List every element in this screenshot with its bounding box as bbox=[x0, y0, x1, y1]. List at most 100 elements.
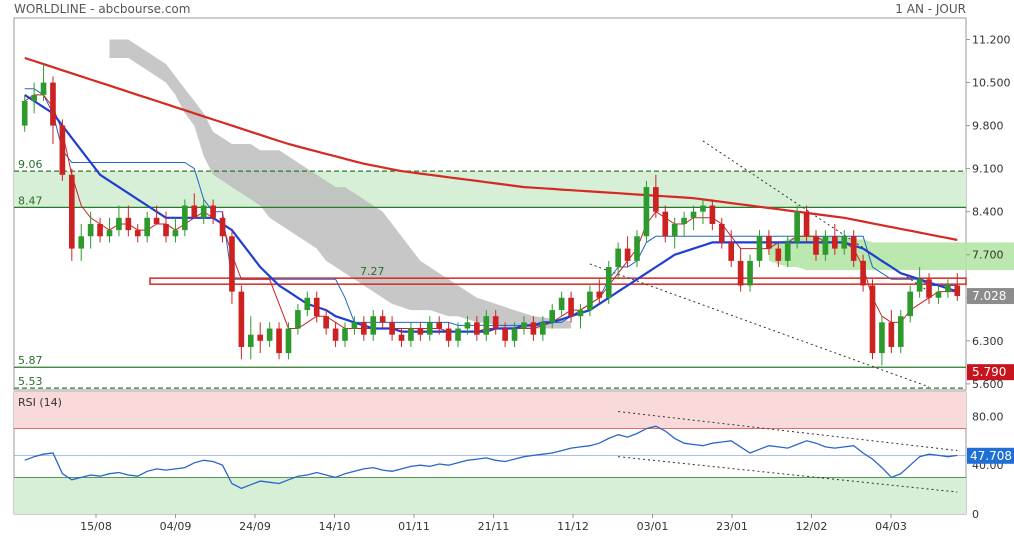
rsi-last-badge bbox=[967, 447, 1014, 464]
date-tick-label: 01/11 bbox=[398, 520, 430, 533]
candle-body bbox=[483, 316, 490, 335]
candle-body bbox=[238, 291, 245, 347]
candle-body bbox=[756, 236, 763, 261]
candle-body bbox=[596, 291, 603, 298]
candle-body bbox=[398, 334, 405, 341]
candle-body bbox=[50, 82, 56, 126]
candle-body bbox=[879, 322, 885, 354]
candle-body bbox=[502, 328, 508, 341]
candle-body bbox=[587, 291, 593, 311]
level-label-2: 7.27 bbox=[360, 265, 385, 278]
candle-body bbox=[436, 322, 443, 329]
candle-body bbox=[455, 328, 461, 341]
date-tick-label: 12/02 bbox=[796, 520, 828, 533]
candle-body bbox=[860, 260, 866, 286]
candle-body bbox=[408, 328, 414, 341]
candle-body bbox=[869, 285, 876, 354]
candle-body bbox=[361, 322, 367, 335]
rsi-oversold-zone bbox=[14, 477, 966, 514]
candle-body bbox=[737, 260, 744, 286]
candle-body bbox=[784, 242, 791, 261]
resistance-zone bbox=[14, 171, 966, 208]
price-tick-label: 11.200 bbox=[972, 34, 1011, 47]
price-tick-label: 10.500 bbox=[972, 77, 1011, 90]
candle-body bbox=[417, 328, 424, 335]
candle-body bbox=[351, 322, 358, 329]
date-tick-label: 14/10 bbox=[319, 520, 351, 533]
marker-price-badge bbox=[967, 364, 1014, 381]
chart-period: 1 AN - JOUR bbox=[895, 2, 966, 16]
candle-body bbox=[850, 236, 857, 261]
candle-body bbox=[577, 310, 584, 317]
candle-body bbox=[229, 236, 235, 292]
date-tick-label: 04/03 bbox=[875, 520, 907, 533]
candle-body bbox=[728, 242, 735, 261]
candle-body bbox=[954, 285, 961, 297]
candle-body bbox=[813, 236, 819, 255]
chart-source-title: WORLDLINE - abcbourse.com bbox=[14, 2, 191, 16]
candle-body bbox=[709, 205, 716, 224]
candle-body bbox=[266, 328, 273, 341]
rsi-trend-line-1 bbox=[618, 456, 958, 493]
candle-body bbox=[210, 205, 216, 218]
candle-body bbox=[116, 217, 122, 231]
candle-body bbox=[747, 260, 753, 286]
candle-body bbox=[125, 217, 132, 231]
candle-body bbox=[182, 205, 188, 231]
candle-body bbox=[822, 236, 829, 255]
candle-body bbox=[511, 328, 518, 341]
candle-body bbox=[718, 223, 725, 243]
marker-price-value: 5.790 bbox=[972, 365, 1006, 379]
candle-body bbox=[945, 285, 951, 292]
candle-body bbox=[653, 187, 659, 212]
candle-body bbox=[464, 322, 471, 329]
ichimoku-cloud-bearish bbox=[109, 39, 572, 329]
candle-body bbox=[690, 211, 697, 218]
candle-body bbox=[172, 230, 179, 237]
level-label-0: 9.06 bbox=[18, 158, 43, 171]
level-label-3: 5.87 bbox=[18, 354, 43, 367]
candle-body bbox=[803, 211, 810, 237]
candle-body bbox=[276, 328, 282, 354]
date-tick-label: 23/01 bbox=[716, 520, 748, 533]
candle-body bbox=[539, 322, 546, 335]
candle-body bbox=[681, 217, 687, 224]
candle-body bbox=[97, 223, 103, 237]
date-tick-label: 04/09 bbox=[160, 520, 192, 533]
candle-body bbox=[445, 328, 452, 341]
candle-body bbox=[68, 174, 75, 249]
date-tick-label: 24/09 bbox=[239, 520, 271, 533]
candle-body bbox=[313, 297, 320, 317]
date-tick-label: 03/01 bbox=[637, 520, 669, 533]
candle-body bbox=[87, 223, 94, 237]
candle-body bbox=[323, 316, 329, 329]
candle-body bbox=[219, 217, 226, 237]
candle-body bbox=[935, 291, 942, 298]
candle-body bbox=[907, 291, 914, 317]
candle-body bbox=[153, 217, 160, 224]
candle-body bbox=[285, 328, 292, 354]
candle-body bbox=[530, 322, 537, 335]
price-tick-label: 9.800 bbox=[972, 120, 1004, 133]
candle-body bbox=[191, 205, 198, 218]
price-tick-label: 9.100 bbox=[972, 163, 1004, 176]
candle-body bbox=[568, 297, 574, 317]
candle-body bbox=[163, 223, 169, 237]
candle-body bbox=[144, 217, 150, 237]
candle-body bbox=[379, 316, 386, 323]
date-tick-label: 15/08 bbox=[80, 520, 112, 533]
support-band-2 bbox=[149, 277, 967, 285]
candle-body bbox=[370, 316, 377, 335]
rsi-trend-line-0 bbox=[618, 411, 958, 452]
candle-body bbox=[662, 211, 669, 237]
ichimoku-cloud-bullish bbox=[768, 236, 1014, 271]
candle-body bbox=[474, 322, 480, 335]
candle-body bbox=[841, 236, 848, 249]
candle-body bbox=[624, 248, 631, 261]
candle-body bbox=[897, 316, 904, 347]
candle-body bbox=[134, 230, 141, 237]
candle-body bbox=[295, 310, 301, 329]
candle-body bbox=[521, 322, 527, 329]
candle-body bbox=[549, 310, 556, 323]
